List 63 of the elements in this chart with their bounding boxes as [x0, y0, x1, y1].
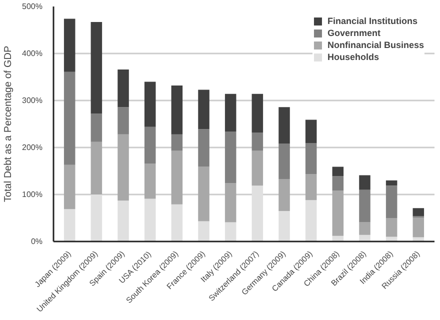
y-axis-title: Total Debt as a Percentage of GDP: [3, 46, 14, 202]
bar: [144, 163, 156, 199]
bar: [64, 72, 76, 165]
bar: [224, 183, 236, 222]
bar: [144, 82, 156, 127]
y-tick-label: 0%: [30, 237, 42, 246]
bar: [198, 221, 210, 242]
bar: [359, 234, 370, 242]
bar: [305, 143, 317, 174]
y-tick-label: 200%: [22, 143, 43, 152]
bar: [64, 164, 76, 210]
bar: [386, 218, 398, 237]
bar: [198, 166, 210, 222]
bar: [64, 209, 76, 242]
bar: [224, 222, 236, 242]
bar: [90, 114, 102, 142]
bar: [332, 166, 344, 176]
bar: [278, 144, 290, 179]
bar: [305, 174, 317, 200]
bar: [252, 186, 264, 242]
bar: [305, 120, 317, 144]
y-tick-label: 400%: [22, 49, 43, 58]
bar: [118, 200, 129, 242]
bar: [412, 218, 424, 238]
bar: [278, 178, 290, 211]
bar: [171, 150, 183, 204]
bar: [118, 107, 129, 134]
y-tick-label: 300%: [22, 96, 43, 105]
bar: [332, 176, 344, 191]
bar: [359, 190, 370, 222]
bar: [118, 134, 129, 201]
y-tick-label: 500%: [22, 2, 43, 11]
bar: [198, 90, 210, 130]
bar: [412, 208, 424, 216]
bar: [252, 94, 264, 132]
bar: [144, 198, 156, 242]
bar: [305, 200, 317, 242]
bar: [252, 150, 264, 186]
bar: [386, 186, 398, 218]
bar: [386, 180, 398, 186]
bar: [224, 132, 236, 184]
legend-label: Nonfinancial Business: [327, 40, 424, 50]
bar: [198, 129, 210, 167]
bar: [359, 175, 370, 190]
bar: [224, 94, 236, 132]
bar: [278, 107, 290, 144]
bar: [171, 134, 183, 151]
bar: [252, 132, 264, 151]
bar: [118, 69, 129, 108]
bar: [359, 222, 370, 235]
bar: [90, 22, 102, 114]
bar: [64, 18, 76, 72]
bar: [144, 126, 156, 164]
bar: [332, 190, 344, 236]
bar: [90, 142, 102, 194]
legend-label: Households: [327, 52, 379, 62]
y-tick-label: 100%: [22, 190, 43, 199]
bar: [278, 210, 290, 242]
legend-label: Financial Institutions: [327, 16, 418, 26]
bar: [171, 85, 183, 134]
legend-label: Government: [327, 28, 380, 38]
bar: [90, 194, 102, 242]
bar: [171, 204, 183, 242]
